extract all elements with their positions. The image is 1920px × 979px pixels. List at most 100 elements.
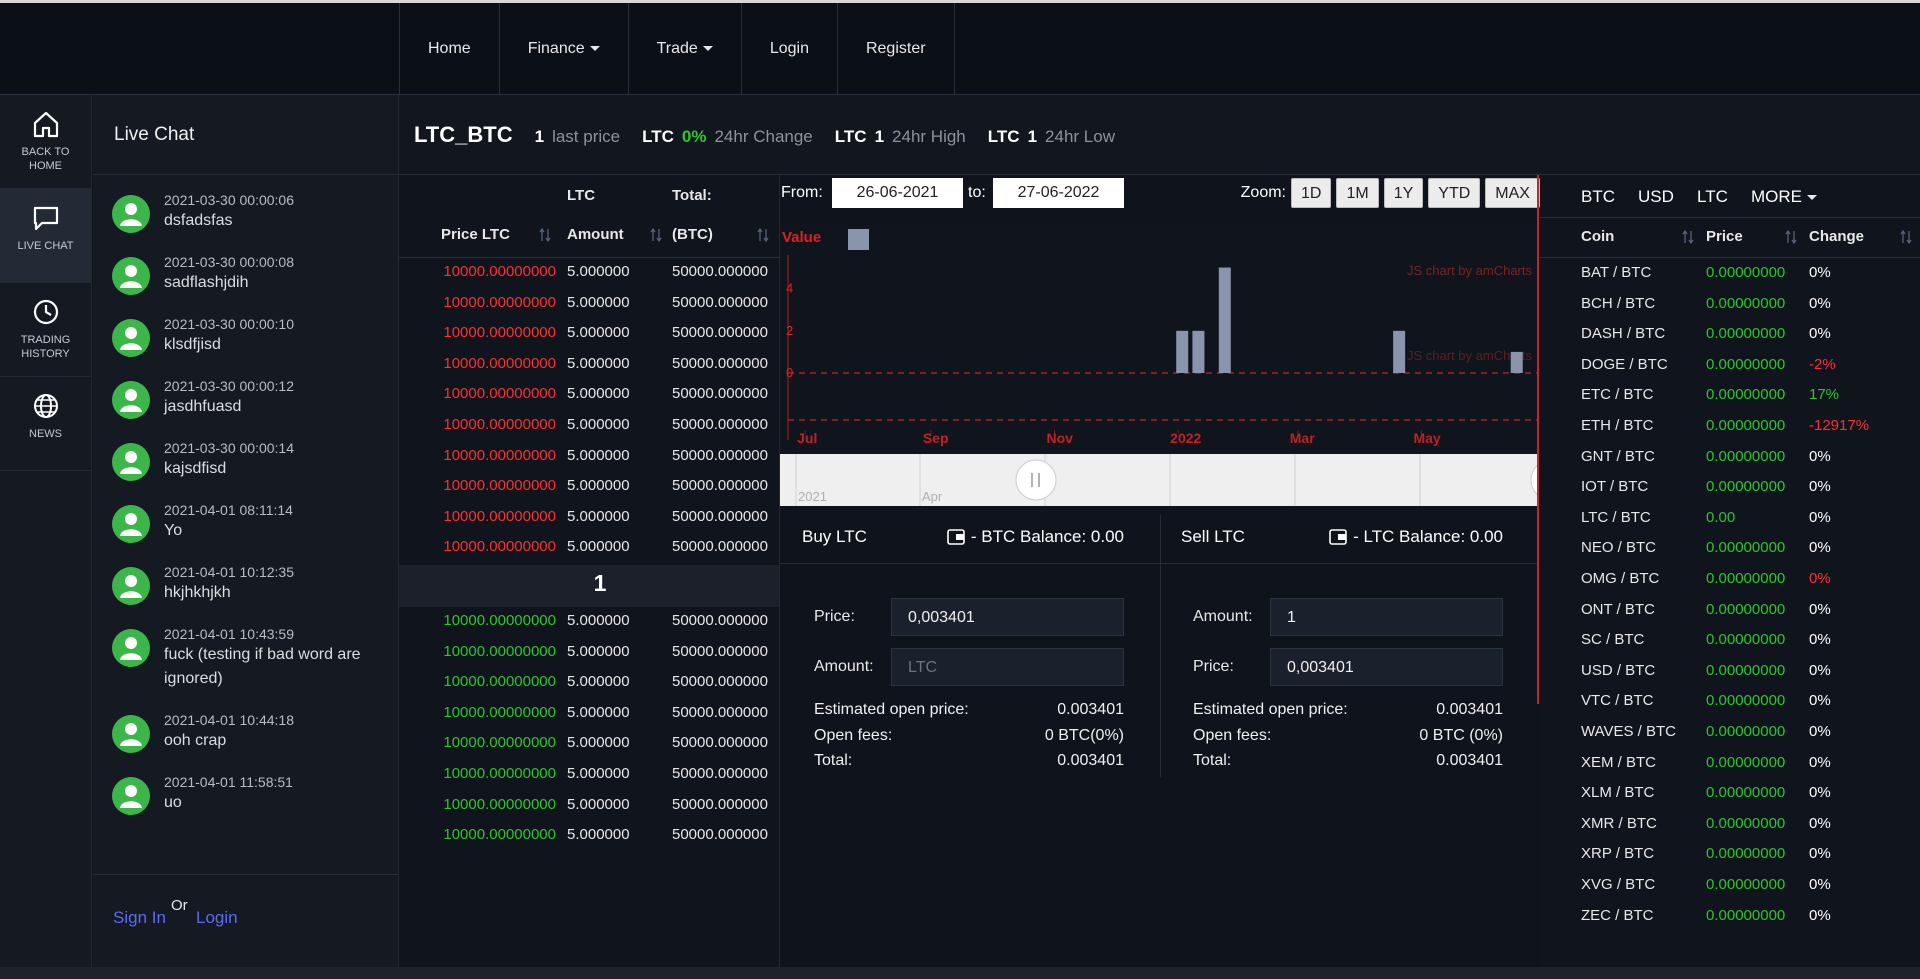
- sign-in-link[interactable]: Sign In: [113, 908, 166, 927]
- nav-label[interactable]: Login: [769, 40, 809, 57]
- zoom-button[interactable]: MAX: [1485, 178, 1540, 208]
- date-input[interactable]: 26-06-2021: [832, 178, 963, 208]
- nav-item[interactable]: Trade: [629, 3, 742, 95]
- market-price: 0.00000000: [1706, 386, 1786, 404]
- nav-item[interactable]: Finance: [500, 3, 629, 95]
- nav-label[interactable]: Home: [428, 40, 471, 57]
- chat-avatar: [112, 629, 150, 667]
- market-price: 0.00000000: [1706, 661, 1786, 679]
- market-pair[interactable]: USD / BTC: [1581, 661, 1656, 679]
- zoom-button[interactable]: 1Y: [1383, 178, 1424, 208]
- input-field[interactable]: LTC: [891, 648, 1124, 686]
- market-header: Price: [1706, 228, 1743, 245]
- chart-credit: JS chart by amCharts: [1407, 263, 1532, 278]
- market-pair[interactable]: IOT / BTC: [1581, 478, 1649, 496]
- login-link[interactable]: Login: [196, 908, 238, 927]
- market-pair[interactable]: ONT / BTC: [1581, 600, 1655, 618]
- summary-label: Estimated open price:: [1193, 701, 1348, 718]
- sidebar-item[interactable]: LIVE CHAT: [0, 189, 91, 283]
- ob-total: 50000.000000: [672, 385, 768, 403]
- zoom-button[interactable]: 1D: [1291, 178, 1332, 208]
- market-pair[interactable]: DASH / BTC: [1581, 325, 1666, 343]
- sidebar-item[interactable]: BACK TO HOME: [0, 95, 91, 189]
- sidebar-label[interactable]: LIVE CHAT: [17, 240, 74, 252]
- nav-item[interactable]: Register: [838, 3, 955, 95]
- market-pair[interactable]: LTC / BTC: [1581, 508, 1651, 526]
- nav-label[interactable]: Register: [865, 40, 926, 57]
- market-pair[interactable]: BAT / BTC: [1581, 264, 1652, 281]
- summary-value: 0 BTC(0%): [1044, 726, 1124, 744]
- market-pair[interactable]: XMR / BTC: [1581, 814, 1657, 832]
- market-pair[interactable]: ETH / BTC: [1581, 417, 1654, 434]
- sort-icon-part: [1791, 231, 1797, 245]
- market-pair[interactable]: SC / BTC: [1581, 631, 1645, 649]
- ob-price: 10000.00000000: [443, 795, 556, 813]
- market-pair[interactable]: ZEC / BTC: [1581, 906, 1654, 924]
- chat-message: 2021-03-30 00:00:12 jasdhfuasd: [112, 377, 388, 419]
- nav-item[interactable]: Login: [742, 3, 838, 95]
- input-field[interactable]: 1: [1270, 598, 1503, 636]
- market-pair[interactable]: NEO / BTC: [1581, 539, 1657, 557]
- ob-amount: 5.000000: [567, 324, 630, 342]
- ob-amount: 5.000000: [567, 354, 630, 372]
- y-tick-label: 4: [786, 281, 793, 296]
- sidebar-label[interactable]: BACK TO HOME: [21, 146, 70, 172]
- sidebar-item[interactable]: TRADING HISTORY: [0, 283, 91, 377]
- sidebar-label[interactable]: NEWS: [29, 428, 62, 440]
- market-tab[interactable]: USD: [1638, 187, 1674, 206]
- nav-item[interactable]: Home: [400, 3, 500, 95]
- market-tab[interactable]: BTC: [1581, 187, 1615, 206]
- sort-icon: [539, 227, 551, 243]
- zoom-button[interactable]: 1M: [1336, 178, 1379, 208]
- market-tab[interactable]: LTC: [1697, 187, 1728, 206]
- ob-mid-price: 1: [593, 570, 607, 596]
- ob-price: 10000.00000000: [443, 642, 556, 660]
- nav-label[interactable]: Finance: [527, 40, 585, 57]
- input-placeholder[interactable]: LTC: [908, 659, 938, 676]
- market-pair[interactable]: XRP / BTC: [1581, 845, 1655, 863]
- market-change: 0%: [1809, 600, 1831, 618]
- market-pair[interactable]: WAVES / BTC: [1581, 723, 1677, 740]
- input-value[interactable]: 0,003401: [1287, 659, 1354, 676]
- nav-label[interactable]: Trade: [656, 40, 698, 57]
- market-pair[interactable]: XVG / BTC: [1581, 876, 1656, 893]
- market-pair[interactable]: OMG / BTC: [1581, 570, 1660, 587]
- chat-avatar-part: [120, 801, 142, 808]
- market-price: 0.00000000: [1706, 753, 1786, 771]
- ob-total: 50000.000000: [672, 673, 768, 691]
- market-change: 0%: [1809, 631, 1831, 649]
- market-price: 0.00000000: [1706, 600, 1786, 618]
- input-field[interactable]: 0,003401: [891, 598, 1124, 636]
- market-pair[interactable]: XEM / BTC: [1581, 753, 1657, 771]
- sidebar-label[interactable]: TRADING HISTORY: [20, 334, 71, 360]
- sidebar-item[interactable]: NEWS: [0, 377, 91, 471]
- market-change: 0%: [1809, 845, 1831, 863]
- chat-avatar-part: [120, 591, 142, 598]
- chat-time: 2021-03-30 00:00:14: [164, 440, 294, 456]
- market-tab[interactable]: MORE: [1751, 187, 1817, 207]
- zoom-button[interactable]: YTD: [1428, 178, 1481, 208]
- ob-amount: 5.000000: [567, 642, 630, 660]
- chat-avatar-part: [125, 265, 137, 277]
- sort-icon-part: [763, 229, 769, 243]
- sort-icon-part: [1906, 231, 1912, 245]
- market-pair[interactable]: VTC / BTC: [1581, 692, 1654, 710]
- summary-label: Total:: [1193, 752, 1232, 769]
- chat-avatar-part: [120, 739, 142, 746]
- market-price: 0.00000000: [1706, 417, 1786, 434]
- x-tick-label: Jul: [797, 430, 817, 446]
- date-input[interactable]: 27-06-2022: [993, 178, 1124, 208]
- chat-avatar-part: [120, 467, 142, 474]
- market-pair[interactable]: DOGE / BTC: [1581, 355, 1668, 373]
- ob-total: 50000.000000: [672, 263, 768, 280]
- market-pair[interactable]: ETC / BTC: [1581, 386, 1654, 404]
- market-pair[interactable]: GNT / BTC: [1581, 447, 1655, 465]
- input-value[interactable]: 0,003401: [908, 609, 975, 626]
- input-value[interactable]: 1: [1287, 609, 1296, 626]
- market-pair[interactable]: XLM / BTC: [1581, 784, 1655, 802]
- input-field[interactable]: 0,003401: [1270, 648, 1503, 686]
- chat-text-block: 2021-03-30 00:00:08 sadflashjdih: [164, 253, 294, 295]
- market-pair[interactable]: BCH / BTC: [1581, 294, 1656, 312]
- market-change: 0%: [1809, 264, 1831, 281]
- stat-coin: LTC: [642, 127, 674, 146]
